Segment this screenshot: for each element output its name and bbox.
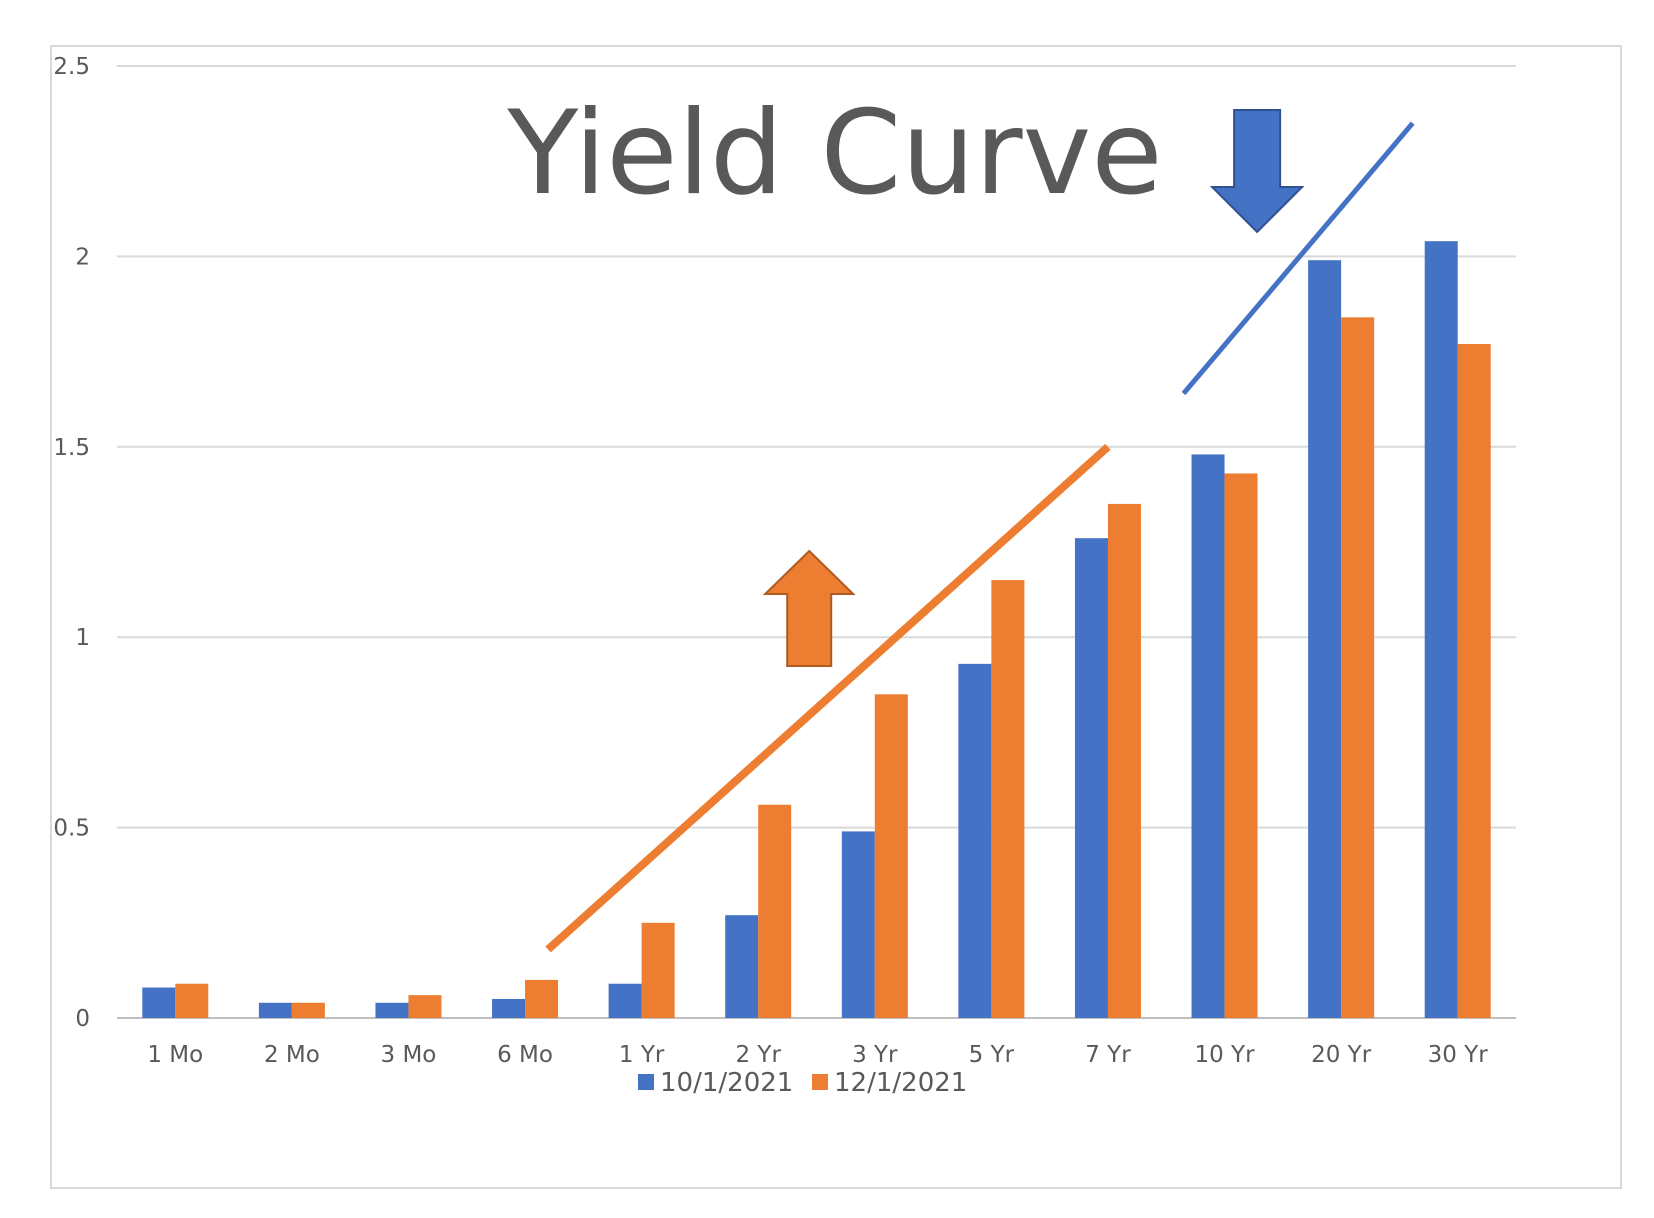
bar-series-1 bbox=[258, 1002, 292, 1018]
down-arrow-icon bbox=[1209, 109, 1305, 234]
bar-series-1 bbox=[725, 915, 759, 1018]
x-axis-ticks: 1 Mo 2 Mo 3 Mo 6 Mo 1 Yr 2 Yr 3 Yr 5 Yr 7 Yr 10 Y… bbox=[147, 1042, 1488, 1068]
y-tick-label: 1 bbox=[75, 625, 90, 651]
x-tick-label: 20 Yr bbox=[1311, 1042, 1372, 1068]
blue-trend-line bbox=[1181, 121, 1415, 396]
x-tick-label: 30 Yr bbox=[1428, 1042, 1489, 1068]
bar-series-1 bbox=[1424, 241, 1458, 1019]
x-tick-label: 5 Yr bbox=[969, 1042, 1015, 1068]
bar-series-2 bbox=[1341, 317, 1375, 1018]
x-tick-label: 2 Mo bbox=[264, 1042, 320, 1068]
x-tick-label: 1 Mo bbox=[147, 1042, 203, 1068]
bar-series-2 bbox=[991, 580, 1025, 1018]
x-tick-label: 3 Mo bbox=[381, 1042, 437, 1068]
bar-series-1 bbox=[492, 998, 526, 1018]
bar-series-2 bbox=[525, 979, 559, 1018]
bar-series-2 bbox=[874, 694, 908, 1018]
annotations bbox=[545, 109, 1415, 953]
x-tick-label: 3 Yr bbox=[852, 1042, 898, 1068]
x-tick-label: 7 Yr bbox=[1085, 1042, 1131, 1068]
bar-series-1 bbox=[375, 1002, 409, 1018]
gridlines bbox=[117, 65, 1516, 1019]
legend-swatch-1 bbox=[638, 1074, 654, 1090]
legend-swatch-2 bbox=[812, 1074, 828, 1090]
bar-series-1 bbox=[142, 987, 176, 1018]
y-tick-label: 0.5 bbox=[53, 816, 90, 842]
y-tick-label: 0 bbox=[75, 1006, 90, 1032]
y-tick-label: 2.5 bbox=[53, 54, 90, 80]
bar-series-2 bbox=[1107, 503, 1141, 1018]
bar-series-2 bbox=[1457, 343, 1491, 1018]
bar-series-1 bbox=[608, 983, 642, 1018]
up-arrow-icon bbox=[762, 549, 856, 667]
x-tick-label: 2 Yr bbox=[735, 1042, 781, 1068]
y-tick-label: 1.5 bbox=[53, 435, 90, 461]
bar-series-1 bbox=[1308, 260, 1342, 1018]
bar-series-2 bbox=[758, 804, 792, 1018]
bar-series-1 bbox=[958, 663, 992, 1018]
bar-series-2 bbox=[291, 1002, 325, 1018]
chart-title: Yield Curve bbox=[506, 86, 1162, 221]
y-axis-ticks: 0 0.5 1 1.5 2 2.5 bbox=[53, 54, 90, 1032]
x-tick-label: 6 Mo bbox=[497, 1042, 553, 1068]
x-tick-label: 1 Yr bbox=[619, 1042, 665, 1068]
legend-label-2: 12/1/2021 bbox=[834, 1068, 967, 1098]
y-tick-label: 2 bbox=[75, 244, 90, 270]
bar-series-1 bbox=[1191, 454, 1225, 1018]
bars bbox=[142, 241, 1491, 1019]
bar-series-1 bbox=[841, 831, 875, 1018]
bar-series-2 bbox=[175, 983, 209, 1018]
legend-label-1: 10/1/2021 bbox=[660, 1068, 793, 1098]
bar-series-2 bbox=[1224, 473, 1258, 1018]
bar-series-2 bbox=[641, 922, 675, 1018]
x-tick-label: 10 Yr bbox=[1194, 1042, 1255, 1068]
bar-series-1 bbox=[1074, 538, 1108, 1018]
legend: 10/1/2021 12/1/2021 bbox=[638, 1068, 967, 1098]
orange-trend-line bbox=[545, 443, 1111, 953]
bar-series-2 bbox=[408, 995, 442, 1018]
